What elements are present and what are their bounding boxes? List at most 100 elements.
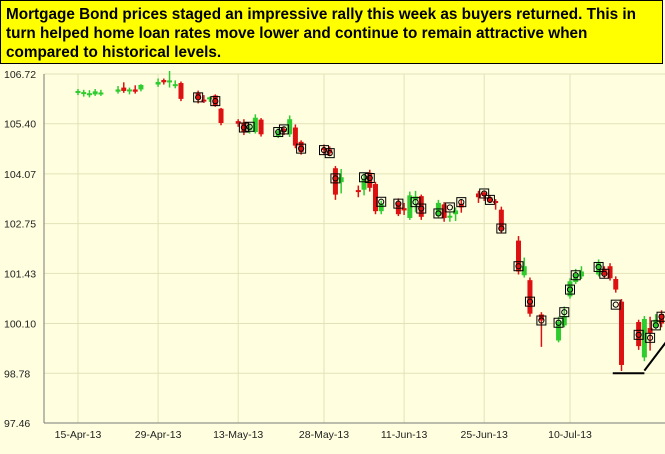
marker-dot [515,263,522,270]
candle-down [618,299,624,371]
chart-marker [513,261,524,272]
chart-marker [244,121,255,132]
y-tick-label: 98.78 [4,368,30,380]
candle-up [86,90,92,98]
marker-dot [635,331,642,338]
chart-marker [324,148,335,159]
candle-body [413,196,419,200]
chart-marker [393,198,404,209]
candle-up [92,89,98,96]
candle-body [556,321,562,341]
candle-body [653,319,659,328]
candle-body [98,92,104,95]
candle-body [298,141,304,153]
marker-box [513,261,524,272]
candle-down [218,107,224,126]
candle-body [641,318,647,358]
marker-dot [555,319,562,326]
candle-down [161,78,167,85]
candle-body [618,301,624,365]
candle-body [252,117,258,133]
candle-up [126,87,132,95]
marker-box [559,307,570,318]
marker-box [324,148,335,159]
y-tick-label: 102.75 [4,219,36,231]
candle-up [653,314,659,330]
chart-marker [193,92,204,103]
marker-box [444,202,455,213]
marker-box [296,143,307,154]
marker-box [433,208,444,219]
marker-box [570,270,581,281]
candle-body [378,204,384,212]
marker-box [193,92,204,103]
marker-box [593,261,604,272]
candle-body [453,210,459,215]
x-tick-label: 25-Jun-13 [461,429,508,441]
marker-dot [298,145,305,152]
marker-box [410,197,421,208]
grid [44,73,665,424]
candle-body [235,121,241,124]
chart-marker [536,315,547,326]
candle-body [275,130,281,137]
marker-box [330,173,341,184]
candle-body [418,196,424,217]
marker-box [244,121,255,132]
marker-dot [332,175,339,182]
marker-box [376,196,387,207]
marker-dot [418,205,425,212]
y-tick-label: 105.40 [4,119,36,131]
candle-body [121,87,127,91]
candle-body [481,192,487,196]
y-tick-label: 100.10 [4,319,36,331]
axes: 106.72 105.40 104.07 102.75 101.43 100.10 98.7… [4,69,665,441]
candle-body [218,108,224,123]
marker-dot [240,124,248,131]
marker-dot [326,150,333,157]
candle-down [178,81,184,102]
marker-dot [280,126,288,133]
marker-box [656,311,665,322]
marker-dot [446,204,453,211]
candle-up [75,89,81,96]
candle-body [521,266,527,276]
marker-dot [458,199,465,206]
y-tick-label: 101.43 [4,268,36,280]
candle-down [121,82,127,93]
chart-marker [319,145,329,156]
marker-dot [246,123,253,130]
marker-box [496,223,507,234]
marker-box [610,299,621,310]
candle-body [281,129,287,133]
marker-box [210,96,221,107]
chart-marker [524,296,535,307]
chart-marker [296,143,307,154]
candle-down [298,140,304,155]
marker-dot [646,334,654,341]
candle-up [521,257,527,278]
marker-dot [652,322,659,329]
candle-body [195,92,201,100]
marker-dot [572,272,579,279]
candle-up [453,207,459,221]
candle-down [241,119,247,136]
candle-down [321,144,327,156]
chart-marker [278,124,289,135]
marker-dot [481,190,488,197]
marker-box [599,268,610,279]
marker-box [650,320,661,331]
marker-box [565,284,575,295]
candle-up [155,78,161,87]
candle-up [207,96,213,102]
chart-marker [633,329,644,340]
y-tick-label: 106.72 [4,69,36,81]
candle-body [458,203,464,208]
marker-dot [378,198,385,205]
candle-down [418,194,424,220]
candle-up [641,315,647,362]
candle-body [75,90,81,93]
chart-marker [593,261,604,272]
candle-body [607,266,613,279]
